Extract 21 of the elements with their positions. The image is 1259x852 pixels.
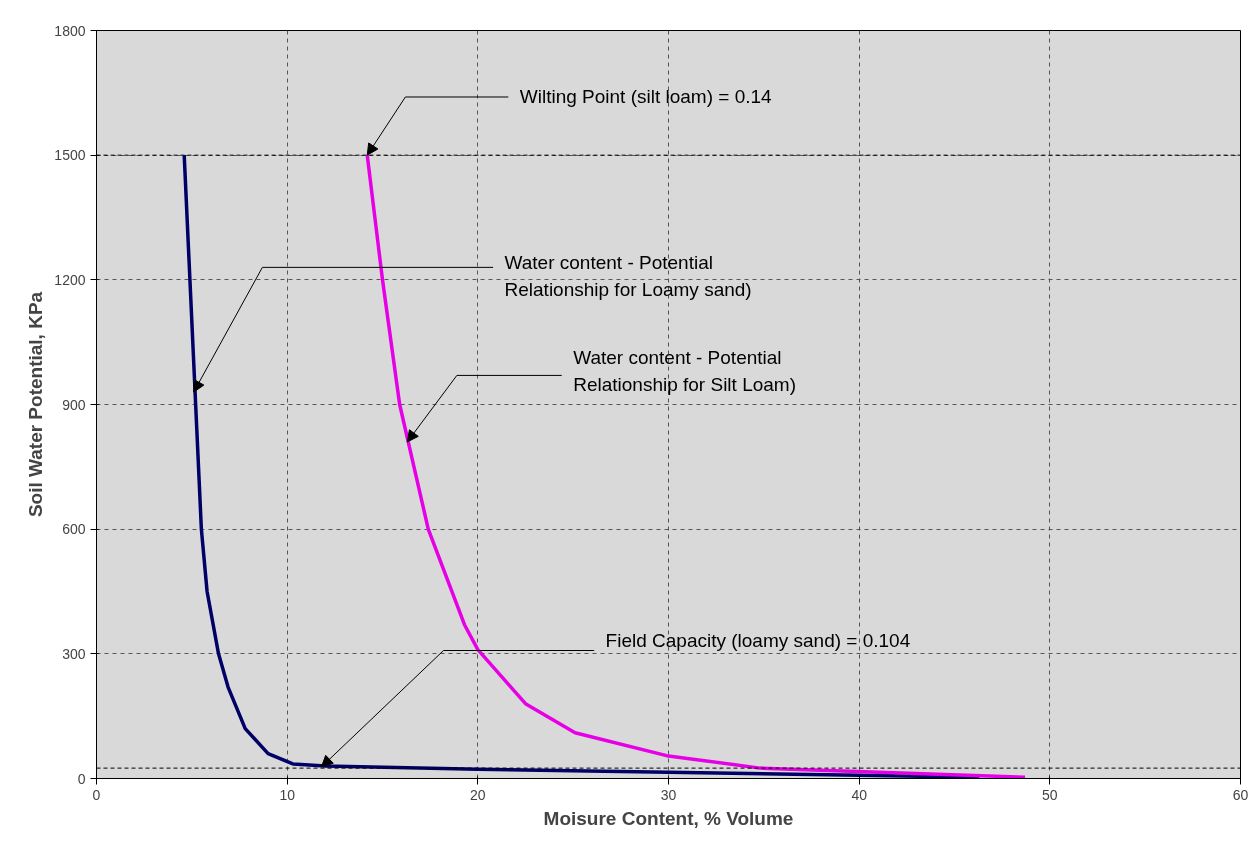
x-tick-label: 30 [660,786,677,803]
annotation: Water content - Potential Relationship for Silt Loam) [573,347,796,396]
y-tick-label: 1200 [54,271,86,288]
y-tick-label: 0 [77,770,86,787]
annotation: Field Capacity (loamy sand) = 0.104 [605,629,911,651]
annotation: Water content - Potential Relationship for Loamy sand) [504,251,752,300]
y-tick-label: 900 [62,396,86,413]
x-tick-label: 20 [470,786,486,803]
y-axis-title: Soil Water Potential, KPa [25,291,47,518]
x-tick-label: 60 [1232,786,1249,803]
x-tick-label: 10 [279,786,296,803]
x-tick-label: 40 [851,786,868,803]
y-tick-label: 1500 [54,147,86,164]
y-tick-label: 600 [62,521,86,538]
annotation: Wilting Point (silt loam) = 0.14 [519,86,773,108]
y-tick-label: 300 [62,645,86,662]
y-tick-label: 1800 [54,22,86,39]
x-tick-label: 50 [1042,786,1058,803]
x-tick-label: 0 [92,786,101,803]
line-series [182,153,982,779]
x-axis-title: Moisure Content, % Volume [543,807,794,829]
